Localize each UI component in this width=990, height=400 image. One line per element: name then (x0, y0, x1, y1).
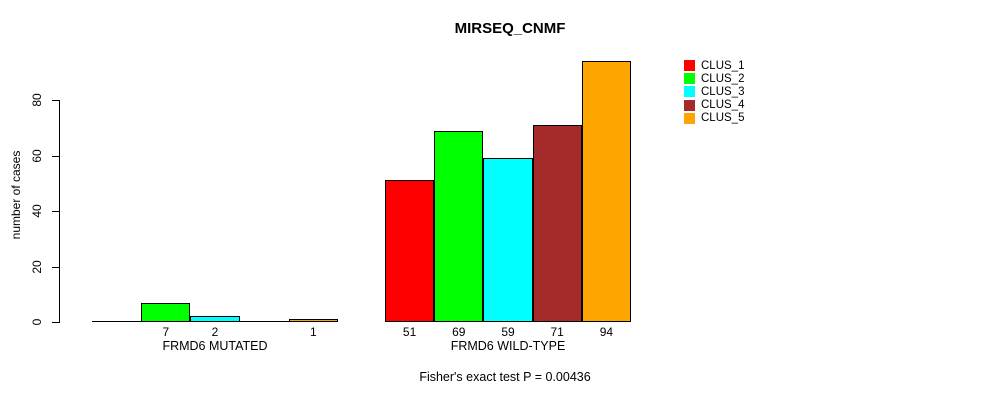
legend-item: CLUS_5 (684, 112, 744, 125)
bar-value-label: 51 (402, 325, 417, 339)
legend-swatch (684, 73, 695, 85)
y-tick-label: 60 (30, 148, 44, 163)
bar (483, 158, 533, 322)
y-tick-label: 0 (30, 318, 44, 326)
y-axis-tick (52, 266, 59, 268)
legend-item: CLUS_4 (684, 99, 744, 112)
y-tick-label: 40 (30, 204, 44, 218)
bar (141, 303, 191, 322)
legend: CLUS_1 CLUS_2 CLUS_3 CLUS_4 CLUS_5 (684, 59, 744, 125)
y-axis-tick (52, 155, 59, 157)
bar-value-label: 2 (211, 325, 219, 339)
y-axis-tick (52, 322, 59, 323)
legend-label: CLUS_2 (701, 72, 745, 85)
legend-label: CLUS_3 (701, 85, 745, 98)
y-axis-tick (52, 100, 59, 101)
bar (434, 131, 484, 322)
legend-swatch (684, 86, 695, 98)
legend-swatch (684, 99, 695, 111)
bar-value-label: 94 (599, 325, 614, 339)
legend-swatch (684, 112, 695, 124)
bar-value-label: 1 (310, 325, 317, 339)
y-axis-label: number of cases (9, 150, 23, 240)
y-tick-label: 80 (30, 93, 44, 107)
legend-swatch (684, 60, 695, 72)
bar (385, 180, 435, 322)
y-axis-line (59, 100, 60, 323)
bar-value-label: 7 (162, 325, 170, 339)
bar-value-label: 69 (452, 325, 466, 339)
y-axis-tick (52, 211, 59, 212)
bar (288, 319, 338, 322)
legend-item: CLUS_2 (684, 72, 744, 85)
y-tick-label: 20 (30, 259, 44, 274)
bar (190, 316, 240, 322)
legend-label: CLUS_4 (701, 99, 745, 112)
group-label: FRMD6 MUTATED (162, 339, 268, 353)
bar-value-label: 71 (550, 325, 564, 339)
legend-label: CLUS_1 (701, 59, 745, 72)
legend-item: CLUS_1 (684, 59, 744, 72)
legend-item: CLUS_3 (684, 85, 744, 98)
group-label: FRMD6 WILD-TYPE (450, 339, 566, 353)
legend-label: CLUS_5 (701, 112, 745, 125)
bar (581, 61, 631, 322)
caption: Fisher's exact test P = 0.00436 (419, 370, 591, 384)
bar-value-label: 59 (501, 325, 515, 339)
chart-title: MIRSEQ_CNMF (454, 20, 566, 37)
bar (532, 125, 582, 322)
